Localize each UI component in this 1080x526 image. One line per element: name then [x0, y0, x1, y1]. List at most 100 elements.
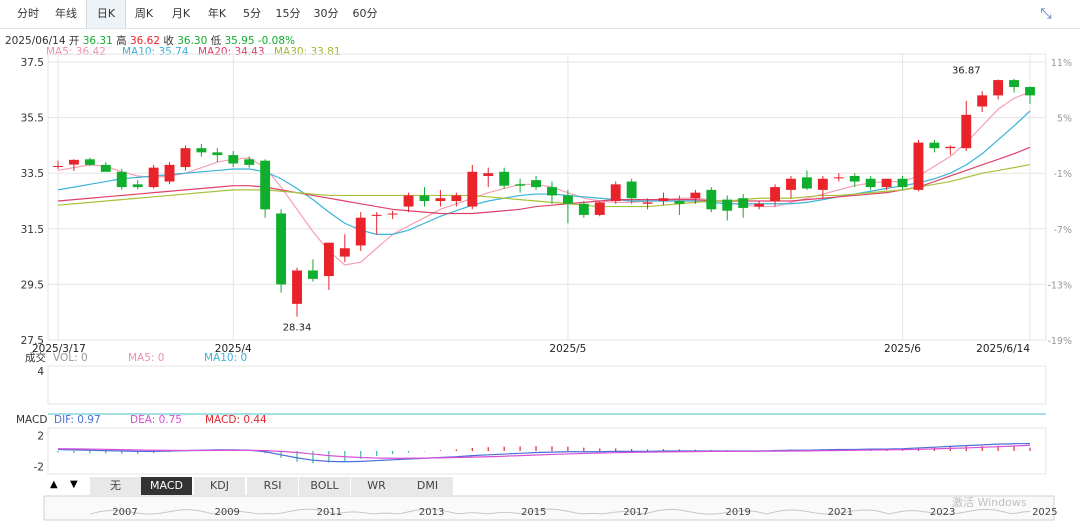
candle-body [419, 195, 430, 201]
macd-y-tick: 2 [37, 431, 44, 443]
candle-body [786, 178, 796, 190]
info-open-label: 开 [68, 35, 80, 47]
indicator-tab-kdj[interactable]: KDJ [194, 477, 246, 495]
candle-body [435, 198, 446, 201]
candle-body [116, 171, 127, 188]
indicator-tab-macd[interactable]: MACD [141, 477, 193, 495]
y-tick-label: 35.5 [21, 113, 44, 125]
candle-body [132, 184, 143, 188]
nav-down-arrow[interactable]: ▼ [70, 479, 78, 490]
macd-panel-frame [47, 427, 1047, 475]
pct-tick-label: 5% [1057, 114, 1072, 125]
candle-body [276, 213, 287, 285]
info-close-label: 收 [163, 35, 174, 47]
ma20-legend: MA20: 34.43 [198, 46, 265, 58]
vol-label: 成交 [25, 351, 46, 364]
indicator-tab-wr[interactable]: WR [351, 477, 403, 495]
candle-body [164, 164, 175, 182]
info-high: 36.62 [129, 35, 161, 47]
ma30-legend: MA30: 33.81 [274, 46, 341, 58]
y-tick-label: 37.5 [21, 57, 44, 69]
indicator-tab-dmi[interactable]: DMI [402, 477, 454, 495]
candle-body [1025, 87, 1035, 96]
candle-body [467, 171, 478, 207]
macd-dif: DIF: 0.97 [54, 414, 101, 426]
macd-label: MACD [16, 414, 47, 426]
tab-分时[interactable]: 分时 [17, 7, 39, 20]
tab-15分[interactable]: 15分 [275, 7, 301, 20]
tab-5分[interactable]: 5分 [243, 7, 261, 20]
compress-icon[interactable]: ⤡ [1040, 6, 1052, 22]
ma10-legend: MA10: 35.74 [122, 46, 189, 58]
info-low-label: 低 [210, 35, 222, 47]
candle-body [547, 187, 557, 196]
x-tick-label: 2025/3/17 [32, 343, 86, 355]
overview-year-label: 2025 [1032, 507, 1057, 518]
candle-body [260, 160, 271, 210]
overview-year-label: 2013 [419, 507, 444, 518]
candle-body [1009, 80, 1020, 88]
nav-up-arrow[interactable]: ▲ [50, 479, 58, 490]
overview-year-label: 2017 [623, 507, 648, 518]
candle-body [690, 192, 701, 199]
candle-body [403, 195, 414, 207]
candle-body [531, 180, 541, 188]
price-annotation: 36.87 [952, 66, 981, 77]
candle-body [578, 203, 589, 215]
tab-60分[interactable]: 60分 [352, 7, 378, 20]
vol-ma10: MA10: 0 [204, 352, 247, 364]
indicator-tab-无[interactable]: 无 [90, 477, 142, 495]
pct-tick-label: -19% [1047, 336, 1072, 347]
ma5-legend: MA5: 36.42 [46, 46, 106, 58]
candle-body [499, 171, 510, 186]
candle-body [244, 159, 255, 165]
candle-body [323, 242, 334, 277]
tab-30分[interactable]: 30分 [313, 7, 339, 20]
pct-tick-label: -1% [1054, 169, 1073, 180]
candle-body [196, 148, 207, 153]
ma-line-ma10 [57, 110, 1031, 235]
candle-body [148, 167, 159, 188]
indicator-tab-rsi[interactable]: RSI [247, 477, 299, 495]
info-change: -0.08% [257, 35, 296, 47]
candle-body [339, 248, 350, 257]
candle-body [738, 198, 749, 208]
vol-value: VOL: 0 [53, 352, 88, 364]
candle-body [913, 142, 924, 190]
tab-日K[interactable]: 日K [86, 0, 126, 28]
macd-y-tick: -2 [34, 461, 44, 473]
watermark: 激活 Windows [952, 496, 1027, 509]
period-tabs: 分时 年线 日K 周K 月K 年K 5分 15分 30分 60分 [0, 0, 1080, 29]
vol-y-tick: 4 [37, 366, 44, 378]
pct-tick-label: 11% [1051, 58, 1072, 69]
ma-line-ma30 [57, 163, 1031, 208]
ma-line-ma20 [57, 146, 1031, 215]
x-tick-label: 2025/4 [215, 343, 252, 355]
candle-body [355, 217, 366, 246]
candle-body [387, 213, 398, 215]
macd-dif-line [57, 442, 1031, 463]
candle-body [945, 146, 956, 149]
price-annotation: 28.34 [283, 323, 312, 334]
tab-年线[interactable]: 年线 [55, 7, 77, 20]
tab-周K[interactable]: 周K [134, 7, 154, 20]
candle-body [817, 178, 828, 190]
tab-年K[interactable]: 年K [207, 7, 227, 20]
x-tick-label: 2025/6/14 [976, 343, 1030, 355]
candle-body [961, 114, 972, 149]
macd-dea-line [57, 444, 1031, 459]
indicator-tab-boll[interactable]: BOLL [299, 477, 351, 495]
candle-body [53, 165, 63, 167]
candle-body [833, 177, 844, 179]
candle-body [68, 159, 79, 165]
tab-月K[interactable]: 月K [171, 7, 191, 20]
candle-body [308, 270, 318, 279]
overview-year-label: 2023 [930, 507, 955, 518]
candle-body [515, 184, 526, 186]
volume-panel-frame [47, 365, 1047, 405]
info-open: 36.31 [82, 35, 113, 47]
y-tick-label: 33.5 [21, 168, 44, 180]
candle-body [722, 199, 733, 211]
candle-body [451, 195, 462, 201]
